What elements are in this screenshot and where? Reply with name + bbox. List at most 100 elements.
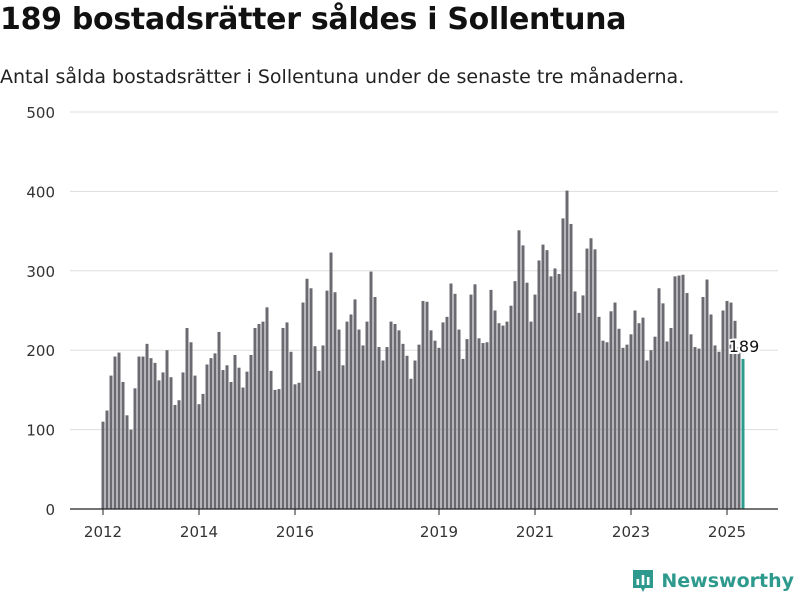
bar (397, 330, 401, 509)
bar (537, 260, 541, 509)
highlight-data-label: 189 (729, 337, 760, 356)
bar (389, 321, 393, 509)
y-tick-label: 300 (26, 263, 55, 281)
bar (209, 358, 213, 509)
bar (381, 360, 385, 509)
bar (685, 293, 689, 509)
bar (713, 345, 717, 509)
bar (401, 343, 405, 509)
bar (701, 297, 705, 509)
bar (121, 381, 125, 509)
bar (613, 302, 617, 509)
bar (129, 429, 133, 509)
bar (145, 343, 149, 509)
bar (633, 310, 637, 509)
bar (497, 323, 501, 509)
bar (629, 334, 633, 509)
bar (305, 278, 309, 509)
bar (541, 244, 545, 509)
brand-logo: Newsworthy (631, 568, 794, 594)
bar (109, 375, 113, 509)
bar (601, 340, 605, 509)
bar (309, 288, 313, 509)
bar (161, 372, 165, 509)
bar (293, 384, 297, 509)
bar (197, 404, 201, 509)
x-tick-label: 2019 (420, 523, 458, 541)
bar (545, 250, 549, 509)
bar (469, 294, 473, 509)
bar (221, 370, 225, 509)
bar (157, 380, 161, 509)
bar (149, 358, 153, 509)
bar (641, 317, 645, 509)
bar (325, 290, 329, 509)
bar (317, 370, 321, 509)
bar (589, 238, 593, 509)
bar (213, 353, 217, 509)
bar (253, 327, 257, 509)
bar (229, 381, 233, 509)
bar (125, 415, 129, 509)
bar (653, 336, 657, 509)
bar (565, 190, 569, 509)
bar (245, 371, 249, 509)
bar (521, 245, 525, 509)
bar (433, 340, 437, 509)
bar (421, 300, 425, 509)
bar (477, 338, 481, 509)
bar (697, 348, 701, 509)
bar (561, 218, 565, 509)
x-tick-label: 2016 (276, 523, 314, 541)
bar (341, 365, 345, 509)
bar (733, 320, 737, 509)
bar (261, 321, 265, 509)
bar (449, 283, 453, 509)
bar (241, 387, 245, 509)
bar (321, 345, 325, 509)
chart-title: 189 bostadsrätter såldes i Sollentuna (0, 2, 627, 37)
bar (369, 271, 373, 509)
y-tick-label: 0 (45, 501, 55, 519)
bar (417, 344, 421, 509)
bar (637, 323, 641, 509)
bar (337, 329, 341, 509)
bar (705, 279, 709, 509)
bar (645, 360, 649, 509)
bar (205, 364, 209, 509)
bar-highlight (741, 358, 745, 509)
bar (493, 310, 497, 509)
bar (113, 356, 117, 509)
bar (297, 382, 301, 509)
bar (461, 358, 465, 509)
bar (657, 288, 661, 509)
bar (557, 273, 561, 509)
x-tick-label: 2023 (612, 523, 650, 541)
bar (225, 365, 229, 509)
bar (177, 400, 181, 509)
bar (373, 297, 377, 509)
y-tick-label: 400 (26, 183, 55, 201)
bar (569, 223, 573, 510)
bar (249, 354, 253, 509)
bar (281, 327, 285, 509)
bar (257, 323, 261, 509)
bar (725, 300, 729, 509)
bar (405, 355, 409, 509)
bar (349, 314, 353, 509)
bar (361, 345, 365, 509)
bar (473, 284, 477, 509)
bar (377, 347, 381, 509)
bar (525, 282, 529, 509)
bar (689, 334, 693, 509)
bar (573, 291, 577, 509)
bar (465, 339, 469, 509)
bar (621, 347, 625, 509)
bar (117, 352, 121, 509)
bar (133, 388, 137, 509)
bar (333, 292, 337, 509)
bar (693, 347, 697, 509)
bar (717, 351, 721, 509)
bar (345, 321, 349, 509)
